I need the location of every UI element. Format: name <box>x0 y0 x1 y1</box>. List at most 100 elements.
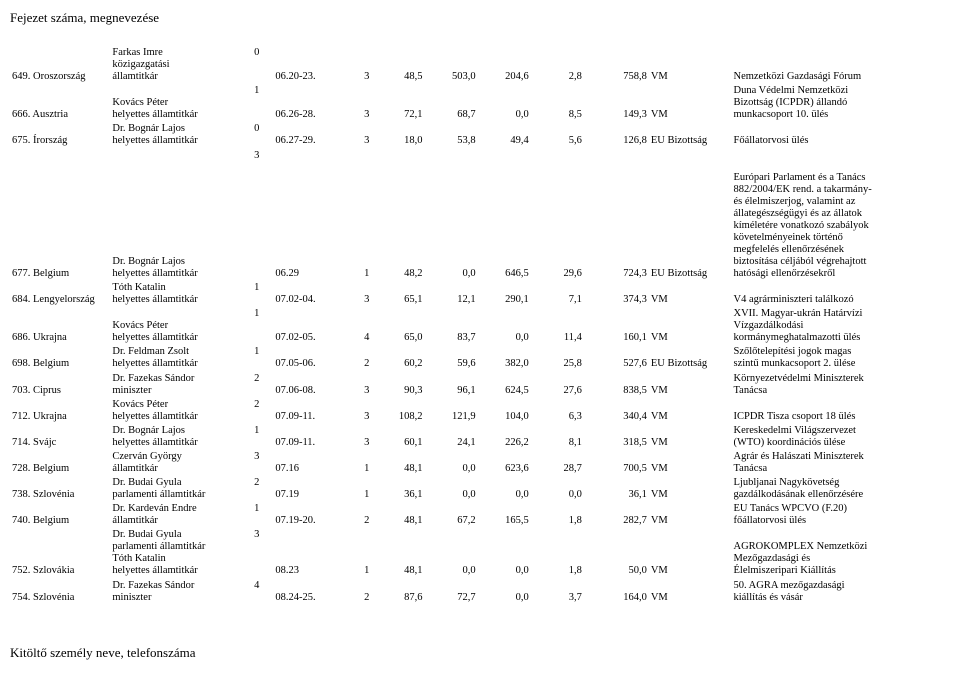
cell: ICPDR Tisza csoport 18 ülés <box>731 398 950 424</box>
cell: VM <box>649 281 732 307</box>
cell: Kovács Péterhelyettes államtitkár <box>110 84 252 122</box>
cell: 48,5 <box>371 46 424 84</box>
cell: 8,1 <box>531 424 584 450</box>
cell: Főállatorvosi ülés <box>731 122 950 148</box>
cell: Környezetvédelmi MiniszterekTanácsa <box>731 372 950 398</box>
cell: 838,5 <box>584 372 649 398</box>
cell: 728. Belgium <box>10 450 110 476</box>
cell: 318,5 <box>584 424 649 450</box>
cell: 1 <box>338 528 371 578</box>
table-row: 752. SzlovákiaDr. Budai Gyulaparlamenti … <box>10 528 950 578</box>
cell: 160,1 <box>584 307 649 345</box>
cell: 2 <box>338 345 371 371</box>
cell: 28,7 <box>531 450 584 476</box>
cell: 60,2 <box>371 345 424 371</box>
cell: 72,1 <box>371 84 424 122</box>
cell: Dr. Fazekas Sándorminiszter <box>110 579 252 605</box>
cell: 675. Írország <box>10 122 110 148</box>
cell: Tóth Katalinhelyettes államtitkár <box>110 281 252 307</box>
cell: AGROKOMPLEX NemzetköziMezőgazdasági ésÉl… <box>731 528 950 578</box>
cell: 3 <box>338 84 371 122</box>
cell: 623,6 <box>478 450 531 476</box>
cell: 50,0 <box>584 528 649 578</box>
cell: 8,5 <box>531 84 584 122</box>
table-row: 728. BelgiumCzerván Györgyállamtitkár307… <box>10 450 950 476</box>
cell: 724,3 <box>584 171 649 282</box>
cell: EU Bizottság <box>649 122 732 148</box>
cell: 740. Belgium <box>10 502 110 528</box>
cell: 36,1 <box>584 476 649 502</box>
cell: 108,2 <box>371 398 424 424</box>
cell: VM <box>649 476 732 502</box>
cell: 83,7 <box>424 307 477 345</box>
cell: 712. Ukrajna <box>10 398 110 424</box>
cell: 204,6 <box>478 46 531 84</box>
cell: 3 <box>338 424 371 450</box>
cell: 3 <box>338 372 371 398</box>
cell: 758,8 <box>584 46 649 84</box>
cell: VM <box>649 372 732 398</box>
cell <box>478 149 531 171</box>
cell: VM <box>649 84 732 122</box>
cell: 1,8 <box>531 528 584 578</box>
table-row: 675. ÍrországDr. Bognár Lajoshelyettes á… <box>10 122 950 148</box>
cell: 4 <box>252 579 273 605</box>
cell: Kovács Péterhelyettes államtitkár <box>110 398 252 424</box>
cell: 49,4 <box>478 122 531 148</box>
cell: 714. Svájc <box>10 424 110 450</box>
cell: 2,8 <box>531 46 584 84</box>
cell: 5,6 <box>531 122 584 148</box>
cell: 67,2 <box>424 502 477 528</box>
cell: 4 <box>338 307 371 345</box>
table-row: 740. BelgiumDr. Kardeván Endreállamtitká… <box>10 502 950 528</box>
cell: 2 <box>338 502 371 528</box>
cell: 0 <box>252 46 273 84</box>
cell: Kovács Péterhelyettes államtitkár <box>110 307 252 345</box>
cell: 104,0 <box>478 398 531 424</box>
cell: Agrár és Halászati MiniszterekTanácsa <box>731 450 950 476</box>
cell: 290,1 <box>478 281 531 307</box>
cell <box>424 149 477 171</box>
cell: 0,0 <box>478 84 531 122</box>
cell: Ljubljanai Nagykövetséggazdálkodásának e… <box>731 476 950 502</box>
cell: XVII. Magyar-ukrán HatárvíziVízgazdálkod… <box>731 307 950 345</box>
cell: 65,0 <box>371 307 424 345</box>
cell: 87,6 <box>371 579 424 605</box>
cell: 65,1 <box>371 281 424 307</box>
cell: Dr. Bognár Lajoshelyettes államtitkár <box>110 424 252 450</box>
cell: 3 <box>252 528 273 578</box>
cell: 2 <box>252 476 273 502</box>
cell: 0,0 <box>424 476 477 502</box>
cell: VM <box>649 450 732 476</box>
cell: Kereskedelmi Világszervezet(WTO) koordin… <box>731 424 950 450</box>
cell: 0,0 <box>478 307 531 345</box>
cell: Dr. Feldman Zsolthelyettes államtitkár <box>110 345 252 371</box>
cell: 646,5 <box>478 171 531 282</box>
cell: 1 <box>338 450 371 476</box>
cell: VM <box>649 424 732 450</box>
cell: 686. Ukrajna <box>10 307 110 345</box>
cell: 27,6 <box>531 372 584 398</box>
cell: 165,5 <box>478 502 531 528</box>
table-row: 649. OroszországFarkas Imreközigazgatási… <box>10 46 950 84</box>
cell <box>273 149 338 171</box>
cell: Czerván Györgyállamtitkár <box>110 450 252 476</box>
cell: 08.24-25. <box>273 579 338 605</box>
cell: 07.06-08. <box>273 372 338 398</box>
cell: 684. Lengyelország <box>10 281 110 307</box>
cell: 666. Ausztria <box>10 84 110 122</box>
cell: 07.05-06. <box>273 345 338 371</box>
cell: VM <box>649 46 732 84</box>
cell <box>649 149 732 171</box>
cell: 07.19 <box>273 476 338 502</box>
cell: VM <box>649 398 732 424</box>
table-row: 703. CiprusDr. Fazekas Sándorminiszter20… <box>10 372 950 398</box>
cell: 3 <box>252 450 273 476</box>
cell: 53,8 <box>424 122 477 148</box>
cell: 527,6 <box>584 345 649 371</box>
cell: Dr. Budai Gyulaparlamenti államtitkárTót… <box>110 528 252 578</box>
cell: Duna Védelmi NemzetköziBizottság (ICPDR)… <box>731 84 950 122</box>
cell: 50. AGRA mezőgazdaságikiállítás és vásár <box>731 579 950 605</box>
cell: Dr. Fazekas Sándorminiszter <box>110 372 252 398</box>
cell: 07.09-11. <box>273 424 338 450</box>
